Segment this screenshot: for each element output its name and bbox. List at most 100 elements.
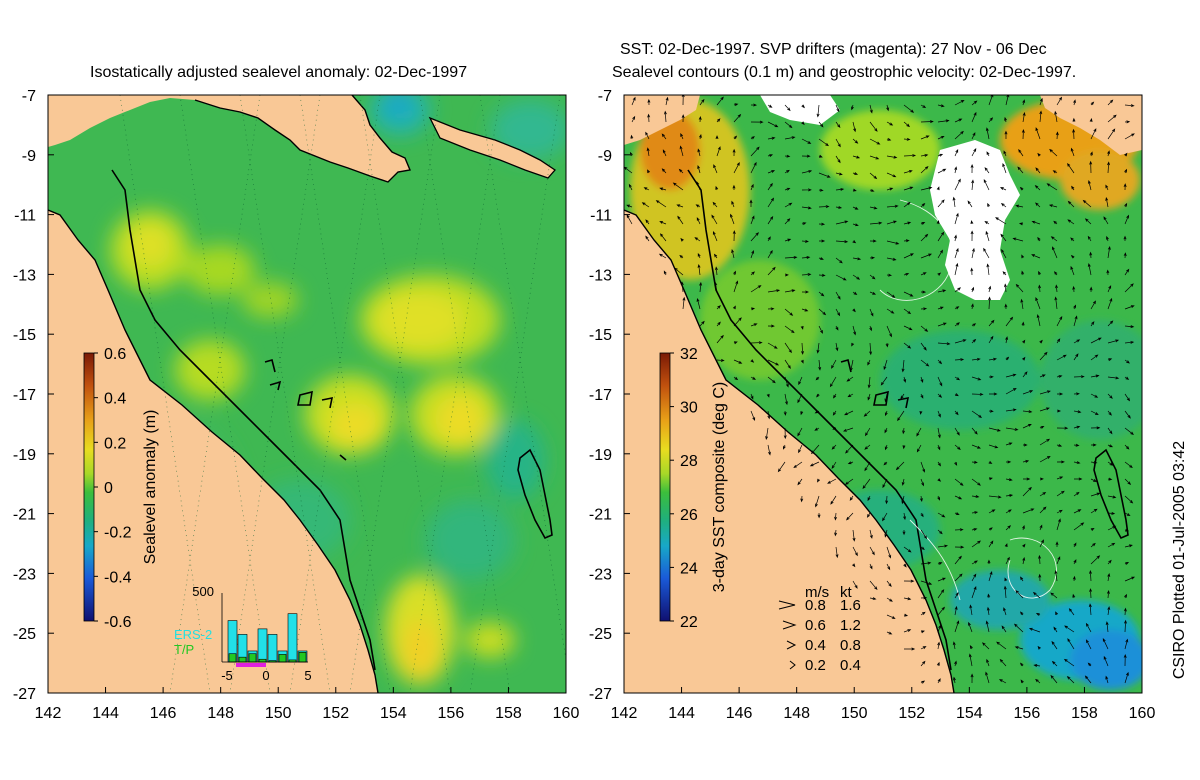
velocity-vector [920, 546, 925, 550]
velocity-vector [1124, 268, 1130, 276]
velocity-vector [699, 98, 705, 106]
velocity-vector [1050, 674, 1058, 684]
velocity-vector [767, 236, 771, 242]
velocity-vector [1039, 539, 1044, 548]
left-map-ytick-label: -21 [13, 507, 36, 524]
new-caledonia [517, 448, 553, 540]
velocity-vector [1073, 410, 1082, 414]
solomon-islands [428, 116, 556, 179]
velocity-vector [1056, 443, 1063, 447]
velocity-vector [1073, 443, 1080, 447]
velocity-vector [1055, 131, 1059, 140]
velocity-vector [985, 127, 990, 140]
right-map-xtick-label: 160 [1129, 705, 1156, 722]
velocity-vector [1005, 525, 1012, 531]
velocity-vector [971, 495, 980, 498]
left-colorbar-tick-label: 0 [104, 480, 113, 497]
velocity-vector [852, 563, 856, 568]
velocity-vector [1005, 336, 1009, 344]
velocity-vector [988, 477, 993, 481]
velocity-vector [680, 237, 684, 242]
velocity-vector [767, 121, 779, 128]
velocity-vector [767, 249, 773, 259]
velocity-vector [903, 272, 910, 276]
velocity-vector [983, 247, 990, 259]
velocity-vector [903, 376, 907, 383]
velocity-vector [882, 512, 888, 522]
velocity-vector [715, 135, 719, 140]
velocity-vector [1090, 410, 1099, 416]
right-map-title-line2: Sealevel contours (0.1 m) and geostrophi… [612, 64, 1077, 81]
velocity-vector [900, 393, 905, 400]
velocity-vector [777, 461, 786, 473]
velocity-vector [713, 164, 718, 174]
inset-xtick-5: 5 [304, 668, 311, 683]
velocity-vector [801, 138, 812, 144]
velocity-vector [903, 137, 911, 141]
plot-credit: CSIRO Plotted 01-Jul-2005 03:42 [1171, 440, 1188, 680]
right-map-xtick-label: 156 [1014, 705, 1041, 722]
velocity-vector [733, 359, 743, 364]
velocity-vector [1054, 296, 1058, 310]
velocity-vector [818, 273, 826, 277]
velocity-vector [846, 376, 854, 382]
velocity-vector [886, 172, 897, 178]
velocity-vector [1073, 542, 1077, 548]
velocity-vector [680, 281, 684, 293]
velocity-vector [903, 154, 917, 158]
velocity-vector [971, 376, 982, 381]
velocity-vector [1090, 101, 1095, 106]
right-map-xtick-label: 146 [726, 705, 753, 722]
velocity-vector [784, 289, 796, 293]
velocity-vector [1073, 522, 1085, 531]
inset-xtick-neg5: -5 [221, 668, 233, 683]
velocity-legend-kt: 1.6 [840, 597, 861, 614]
velocity-vector [936, 661, 940, 667]
velocity-vector [852, 308, 856, 313]
velocity-vector [971, 528, 978, 531]
velocity-vector [1005, 494, 1014, 497]
velocity-vector [954, 605, 958, 616]
velocity-vector [844, 410, 854, 416]
velocity-vector [937, 168, 947, 174]
velocity-vector [835, 220, 849, 225]
velocity-vector [852, 529, 856, 542]
velocity-vector [852, 223, 859, 227]
velocity-vector [902, 444, 906, 450]
velocity-vector [937, 461, 941, 467]
ers2-count-bar [257, 628, 268, 663]
velocity-vector [767, 444, 771, 456]
velocity-vector [732, 230, 736, 242]
velocity-vector [1039, 492, 1047, 497]
velocity-vector [920, 253, 932, 259]
velocity-vector [937, 544, 949, 548]
velocity-vector [1001, 625, 1007, 633]
velocity-vector [1039, 97, 1043, 106]
velocity-vector [985, 671, 990, 684]
velocity-legend-ms: 0.6 [805, 617, 826, 634]
velocity-vector [886, 291, 896, 298]
velocity-vector [1103, 216, 1109, 225]
velocity-vector [1123, 252, 1127, 259]
velocity-vector [852, 121, 857, 133]
velocity-vector [680, 133, 684, 140]
velocity-vector [1031, 220, 1041, 225]
velocity-vector [849, 495, 854, 501]
velocity-vector [1022, 339, 1026, 344]
velocity-vector [674, 267, 684, 276]
velocity-vector [920, 290, 927, 294]
velocity-legend-ms: 0.4 [805, 637, 826, 654]
velocity-vector [886, 257, 897, 261]
velocity-vector [845, 444, 854, 454]
velocity-vector [818, 308, 827, 316]
velocity-vector [869, 121, 878, 132]
velocity-vector [1022, 99, 1026, 106]
velocity-vector [1124, 671, 1129, 684]
velocity-vector [869, 138, 881, 145]
velocity-vector [1028, 627, 1041, 633]
velocity-vector [818, 138, 829, 147]
velocity-vector [1123, 654, 1127, 667]
right-map-ytick-label: -23 [589, 566, 612, 583]
velocity-vector [731, 249, 735, 259]
